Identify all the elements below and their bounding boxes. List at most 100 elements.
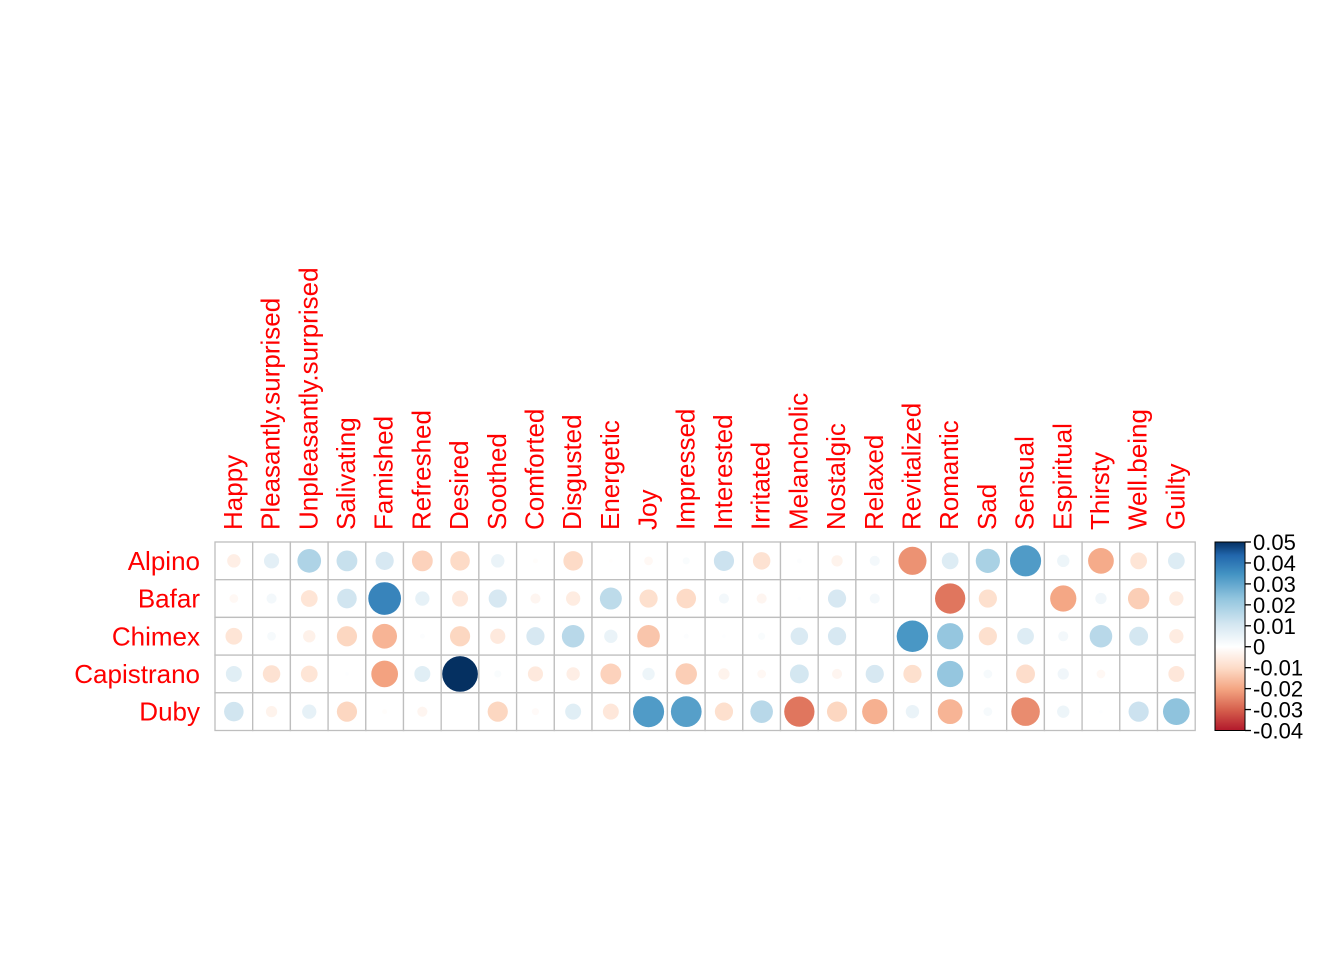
circle-bafar-energetic: [599, 587, 622, 610]
column-label-comforted: Comforted: [519, 409, 549, 530]
column-label-joy: Joy: [633, 490, 663, 530]
circle-duby-soothed: [487, 701, 508, 722]
circle-capistrano-unpleasantly-surprised: [300, 665, 318, 683]
column-label-revitalized: Revitalized: [896, 403, 926, 530]
column-label-soothed: Soothed: [482, 433, 512, 530]
circle-layer: [224, 545, 1190, 728]
circle-chimex-interested: [722, 634, 726, 639]
circle-capistrano-happy: [225, 665, 242, 682]
circle-alpino-comforted: [532, 558, 538, 564]
circle-duby-espiritual: [1057, 705, 1070, 718]
circle-chimex-thirsty: [1089, 624, 1113, 648]
circle-capistrano-romantic: [937, 660, 964, 688]
circle-chimex-desired: [449, 626, 471, 647]
grid-cell: [704, 541, 744, 581]
circle-alpino-irritated: [752, 552, 771, 570]
circle-chimex-unpleasantly-surprised: [303, 630, 316, 643]
column-label-desired: Desired: [444, 440, 474, 530]
circle-bafar-sad: [978, 589, 997, 608]
circle-duby-melancholic: [784, 696, 815, 727]
circle-bafar-disgusted: [566, 591, 581, 606]
circle-chimex-well-being: [1129, 626, 1149, 646]
colorbar-gradient: [1214, 541, 1246, 731]
row-label-alpino: Alpino: [128, 546, 200, 576]
circle-bafar-joy: [639, 589, 658, 608]
colorbar-tick-label: 0: [1253, 635, 1265, 660]
column-label-sensual: Sensual: [1010, 436, 1040, 530]
circle-duby-impressed: [670, 696, 702, 728]
circle-alpino-energetic: [609, 559, 613, 563]
column-label-relaxed: Relaxed: [859, 435, 889, 530]
colorbar-tick-label: -0.01: [1253, 656, 1303, 681]
circle-bafar-interested: [718, 593, 729, 604]
circle-capistrano-desired: [442, 656, 478, 692]
grid-cell: [1119, 654, 1159, 694]
circle-chimex-salivating: [336, 626, 358, 647]
grid-cell: [252, 654, 292, 694]
colorbar-tick-label: 0.01: [1253, 614, 1296, 639]
circle-alpino-espiritual: [1057, 554, 1070, 568]
circle-capistrano-thirsty: [1096, 669, 1106, 679]
circle-alpino-relaxed: [869, 555, 880, 566]
column-label-energetic: Energetic: [595, 420, 625, 530]
circle-duby-well-being: [1128, 701, 1149, 722]
circle-alpino-salivating: [336, 550, 358, 572]
circle-capistrano-joy: [642, 667, 655, 681]
circle-bafar-irritated: [756, 593, 767, 604]
grid-layer: [214, 541, 1196, 732]
circle-chimex-pleasantly-surprised: [267, 631, 276, 641]
circle-chimex-energetic: [604, 629, 618, 643]
circle-capistrano-nostalgic: [832, 668, 843, 679]
circle-chimex-guilty: [1169, 629, 1184, 644]
circle-duby-pleasantly-surprised: [265, 706, 278, 718]
circle-alpino-happy: [227, 554, 241, 568]
circle-chimex-revitalized: [896, 620, 929, 653]
circle-bafar-famished: [368, 582, 402, 615]
circle-capistrano-interested: [718, 668, 730, 680]
circle-duby-romantic: [937, 699, 963, 725]
colorbar-tick-label: 0.04: [1253, 551, 1296, 576]
circle-bafar-melancholic: [797, 596, 802, 601]
circle-alpino-desired: [450, 551, 470, 571]
circle-chimex-soothed: [490, 628, 506, 644]
circle-alpino-thirsty: [1088, 547, 1114, 574]
circle-chimex-melancholic: [790, 627, 809, 645]
circle-bafar-unpleasantly-surprised: [300, 590, 318, 607]
circle-duby-salivating: [336, 701, 358, 722]
circle-bafar-pleasantly-surprised: [266, 593, 277, 604]
colorbar-tick-label: 0.05: [1253, 530, 1296, 555]
circle-bafar-refreshed: [415, 591, 430, 606]
circle-bafar-relaxed: [869, 593, 880, 604]
circle-duby-irritated: [750, 700, 773, 723]
circle-chimex-joy: [637, 624, 660, 648]
circle-alpino-romantic: [941, 552, 959, 570]
circle-chimex-impressed: [683, 633, 689, 639]
circle-chimex-irritated: [758, 632, 766, 640]
column-label-unpleasantly-surprised: Unpleasantly.surprised: [293, 267, 323, 530]
circle-capistrano-melancholic: [789, 664, 809, 684]
circle-bafar-desired: [452, 590, 469, 607]
colorbar-tick-label: -0.03: [1253, 698, 1303, 723]
column-label-pleasantly-surprised: Pleasantly.surprised: [256, 298, 286, 530]
circle-chimex-romantic: [937, 623, 964, 650]
circle-alpino-unpleasantly-surprised: [297, 549, 322, 573]
circle-alpino-guilty: [1167, 552, 1185, 570]
circle-alpino-nostalgic: [831, 555, 843, 567]
circle-capistrano-irritated: [757, 669, 767, 679]
circle-capistrano-pleasantly-surprised: [262, 665, 281, 683]
circle-duby-sensual: [1011, 697, 1040, 726]
circle-alpino-impressed: [682, 557, 690, 565]
circle-capistrano-impressed: [675, 663, 697, 685]
circle-chimex-espiritual: [1058, 631, 1069, 642]
column-label-refreshed: Refreshed: [406, 410, 436, 530]
grid-cell: [1156, 541, 1196, 581]
circle-capistrano-espiritual: [1057, 668, 1069, 680]
circle-duby-interested: [714, 702, 734, 721]
circle-capistrano-sensual: [1016, 664, 1035, 684]
circle-duby-unpleasantly-surprised: [302, 704, 317, 719]
circle-duby-comforted: [531, 708, 540, 716]
circle-duby-nostalgic: [826, 701, 848, 722]
circle-bafar-espiritual: [1050, 585, 1077, 612]
